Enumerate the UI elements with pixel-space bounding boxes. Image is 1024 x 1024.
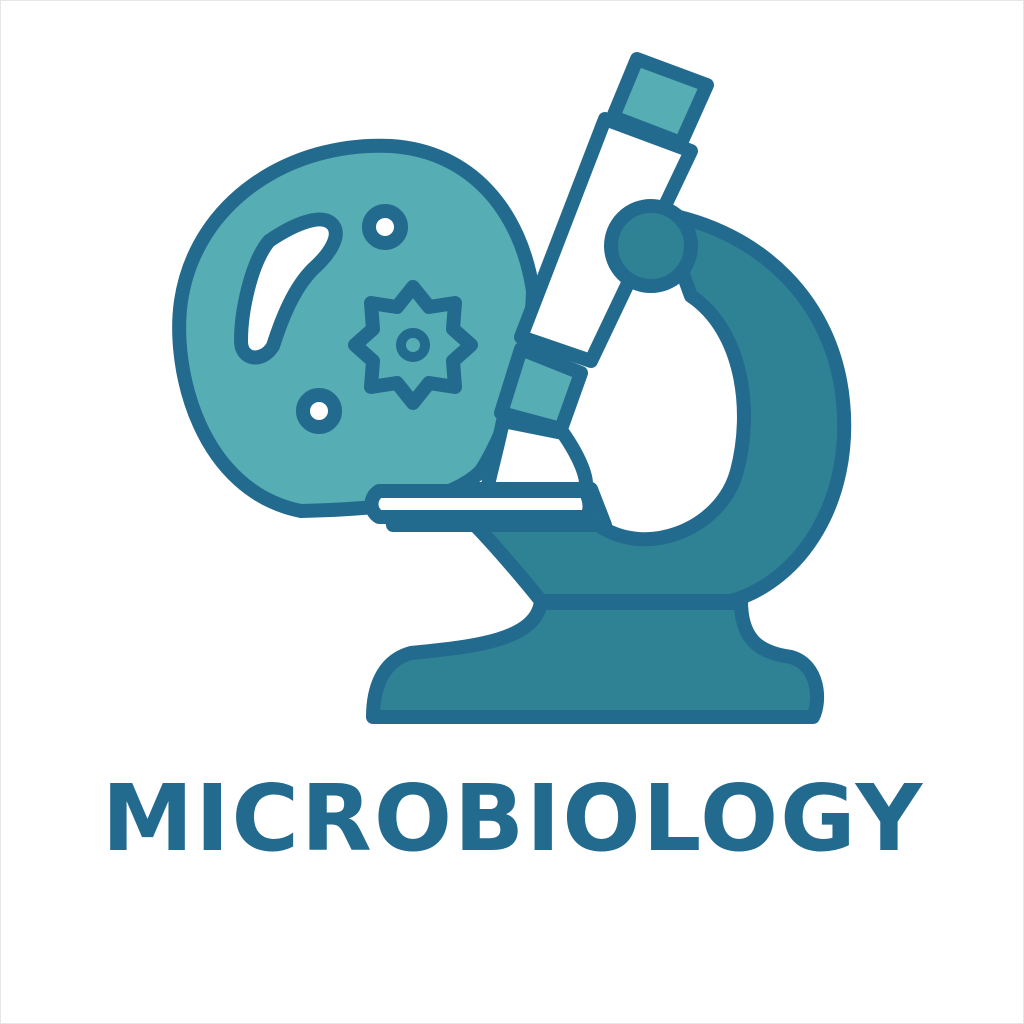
microscope-stage [364, 484, 597, 524]
cell-body [172, 138, 540, 518]
microscope-eyepiece [606, 52, 714, 150]
spore-icon [296, 388, 342, 434]
bacterium-icon [234, 212, 343, 365]
page-title: MICROBIOLOGY [101, 765, 925, 872]
microscope-base [366, 594, 825, 724]
focus-knob [604, 199, 698, 293]
microscope-arm [464, 206, 852, 608]
spore-icon [362, 204, 408, 250]
microscope-lens [480, 414, 593, 496]
microscope-with-cell-icon [172, 52, 852, 724]
